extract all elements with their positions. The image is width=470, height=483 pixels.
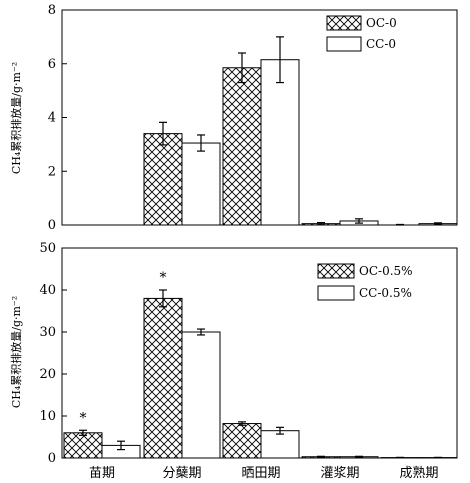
legend-label-oc05: OC-0.5% — [359, 264, 413, 278]
y-tick-label: 4 — [48, 111, 56, 126]
y-tick-label: 6 — [48, 57, 56, 72]
y-tick-label: 0 — [48, 451, 56, 466]
bars-top — [143, 36, 458, 226]
legend-swatch-cc05 — [317, 285, 355, 301]
legend-label-oc0: OC-0 — [366, 16, 397, 30]
legend-item-oc05: OC-0.5% — [317, 263, 413, 279]
y-tick-label: 30 — [39, 325, 56, 340]
bar-cc-0 — [181, 142, 221, 226]
bars-bottom — [63, 289, 458, 459]
y-tick-label: 50 — [39, 241, 56, 256]
x-tick-label: 分蘖期 — [162, 466, 201, 481]
legend-label-cc05: CC-0.5% — [359, 286, 412, 300]
legend-item-cc0: CC-0 — [326, 36, 396, 52]
bar-oc-0-5- — [63, 432, 103, 459]
significance-marker: * — [160, 270, 167, 286]
legend-item-oc0: OC-0 — [326, 15, 397, 31]
bar-cc-0 — [260, 59, 300, 226]
bar-oc-0-5- — [222, 423, 262, 459]
annotations-bottom: ** — [80, 270, 167, 426]
significance-marker: * — [80, 410, 87, 426]
legend-label-cc0: CC-0 — [366, 37, 396, 51]
bar-oc-0 — [222, 67, 262, 226]
legend-top: OC-0 CC-0 — [326, 15, 397, 52]
bar-cc-0-5- — [181, 331, 221, 459]
y-tick-label: 20 — [39, 367, 56, 382]
legend-swatch-oc05 — [317, 263, 355, 279]
legend-swatch-cc0 — [326, 36, 362, 52]
x-tick-label: 成熟期 — [399, 465, 438, 481]
x-tick-label: 灌浆期 — [320, 466, 359, 481]
panel-top: 0 2 4 6 8 CH₄累积排放量/g·m⁻² OC-0 CC-0 — [9, 3, 458, 233]
bar-oc-0-5- — [143, 297, 183, 459]
x-tick-label: 苗期 — [89, 466, 115, 481]
bar-cc-0-5- — [260, 430, 300, 459]
y-tick-label: 10 — [39, 409, 56, 424]
y-tick-label: 2 — [48, 164, 56, 179]
y-axis-label-top: CH₄累积排放量/g·m⁻² — [9, 62, 23, 174]
y-ticks-top: 0 2 4 6 8 — [48, 3, 67, 233]
y-tick-label: 40 — [39, 283, 56, 298]
bar-oc-0 — [143, 133, 183, 226]
y-tick-label: 8 — [48, 3, 56, 18]
legend-swatch-oc0 — [326, 15, 362, 31]
y-axis-label-bottom: CH₄累积排放量/g·m⁻² — [9, 296, 23, 408]
y-ticks-bottom: 0 10 20 30 40 50 — [39, 241, 67, 466]
x-tick-label: 晒田期 — [241, 466, 280, 481]
y-tick-label: 0 — [48, 218, 56, 233]
legend-item-cc05: CC-0.5% — [317, 285, 412, 301]
legend-bottom: OC-0.5% CC-0.5% — [317, 263, 413, 301]
x-axis-categories: 苗期 分蘖期 晒田期 灌浆期 成熟期 — [89, 465, 439, 481]
